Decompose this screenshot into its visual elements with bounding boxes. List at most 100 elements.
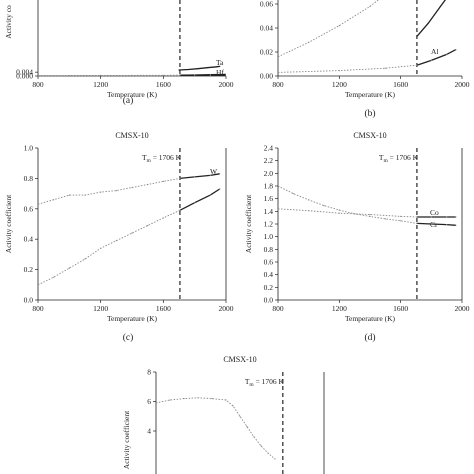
series-label-al: Al	[431, 47, 439, 56]
data-point	[308, 199, 310, 201]
y-tick-label: 0.4	[264, 270, 274, 279]
series-curve-2	[416, 0, 446, 38]
data-point	[253, 436, 255, 438]
y-tick-label: 2.2	[264, 156, 274, 165]
data-point	[115, 190, 117, 192]
series-layer	[38, 65, 226, 76]
data-point	[439, 5, 442, 7]
x-tick-label: 800	[32, 304, 44, 313]
chart-title: CMSX-10	[353, 131, 386, 140]
x-tick-label: 2000	[455, 304, 470, 313]
y-axis-label: Activity coefficient	[122, 410, 131, 469]
x-axis-label: Temperature (K)	[345, 90, 396, 99]
series-layer	[278, 185, 457, 226]
y-tick-label: 0.6	[264, 258, 274, 267]
chart-title: CMSX-10	[223, 355, 256, 364]
annotation-symbol: T	[142, 153, 147, 162]
panel-label: (d)	[364, 332, 375, 343]
data-point	[216, 66, 218, 68]
y-tick-label: 8	[147, 368, 151, 377]
x-tick-label: 800	[32, 80, 44, 89]
data-point	[209, 194, 211, 196]
data-point	[278, 71, 279, 73]
data-point	[416, 222, 418, 224]
series-hf	[38, 74, 226, 76]
series-label-ta: Ta	[216, 58, 224, 67]
panel-label: (c)	[123, 332, 134, 343]
series-line-solid-phase	[38, 177, 180, 205]
series-layer	[156, 397, 276, 460]
y-tick-label: 1.4	[264, 207, 274, 216]
data-point	[38, 203, 39, 205]
series-curve-1	[278, 0, 379, 58]
series-line-liquid-phase	[179, 188, 221, 211]
data-point	[278, 56, 279, 58]
data-point	[455, 224, 457, 226]
series-line-solid-phase	[38, 209, 181, 286]
data-point	[169, 399, 171, 401]
y-tick-label: 0.06	[260, 0, 273, 9]
series-line-liquid-phase	[416, 222, 456, 226]
panel-label: (a)	[123, 95, 134, 106]
y-tick-label: 0.0	[264, 296, 274, 305]
data-point	[455, 216, 457, 218]
data-point	[274, 458, 276, 460]
y-tick-label: 0.02	[260, 48, 273, 57]
series-label-co: Co	[430, 208, 439, 217]
data-point	[267, 452, 269, 454]
series-cr	[278, 185, 457, 226]
data-point	[278, 208, 279, 210]
melting-point-annotation: Tm = 1706 K	[245, 377, 285, 388]
data-point	[354, 213, 356, 215]
x-tick-label: 1600	[393, 80, 408, 89]
data-point	[446, 216, 448, 218]
chart-title: CMSX-10	[115, 131, 148, 140]
data-point	[197, 397, 199, 399]
data-point	[115, 240, 117, 242]
data-point	[430, 59, 432, 62]
data-point	[84, 258, 86, 260]
series-line-solid-phase	[278, 208, 417, 218]
data-point	[178, 69, 180, 71]
annotation-subscript: m	[249, 382, 254, 388]
x-tick-label: 2000	[455, 80, 470, 89]
series-line-solid-phase	[278, 185, 417, 224]
data-point	[100, 75, 102, 76]
data-point	[323, 205, 325, 207]
y-tick-label: 0.000	[16, 72, 33, 81]
series-curve-1	[178, 65, 221, 71]
data-point	[84, 194, 86, 196]
x-axis-label: Temperature (K)	[345, 314, 396, 323]
data-point	[219, 65, 221, 67]
data-point	[100, 191, 102, 193]
series-label-w: W	[210, 167, 218, 176]
y-tick-label: 0.2	[264, 283, 274, 292]
series-line-solid	[178, 65, 220, 71]
data-point	[338, 70, 340, 72]
series-line-solid-phase	[278, 64, 417, 73]
data-point	[292, 193, 294, 195]
y-tick-label: 6	[147, 397, 151, 406]
data-point	[194, 75, 196, 76]
data-point	[197, 68, 199, 70]
data-point	[338, 209, 340, 211]
chart-panel-3: 800 1200 1600 2000 0.0 0.2 0.4 0.6 0.8 1.0 Tempera…	[4, 131, 234, 343]
annotation-symbol: T	[245, 377, 250, 386]
data-point	[68, 267, 70, 269]
y-axis-label: Activity coefficient	[244, 194, 253, 253]
series-line-dotted	[278, 0, 379, 58]
data-point	[225, 399, 227, 401]
data-point	[162, 75, 164, 76]
y-tick-label: 1.8	[264, 182, 274, 191]
data-point	[338, 212, 340, 214]
y-tick-label: 0.04	[260, 24, 273, 33]
annotation-subscript: m	[384, 158, 389, 164]
series-line-dotted	[156, 397, 276, 460]
data-point	[455, 49, 457, 51]
x-tick-label: 800	[272, 80, 284, 89]
series-line-liquid-phase	[416, 49, 457, 66]
y-tick-label: 0.8	[264, 245, 274, 254]
x-axis-label: Temperature (K)	[107, 314, 158, 323]
